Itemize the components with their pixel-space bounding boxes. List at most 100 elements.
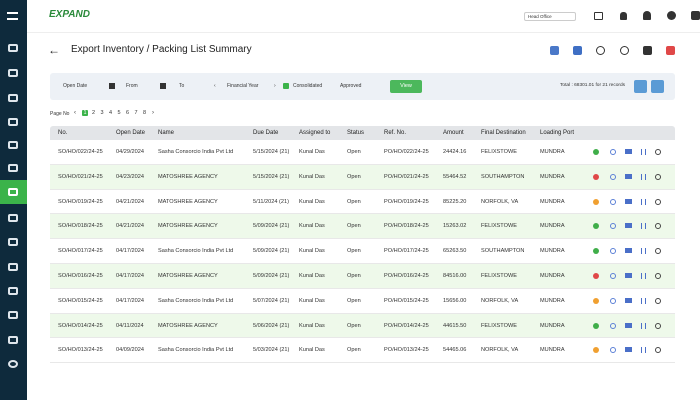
status-icon[interactable] (593, 322, 599, 329)
menu-icon[interactable] (7, 12, 18, 20)
nav-cart[interactable] (8, 141, 18, 149)
export-button[interactable] (550, 46, 559, 55)
page-number[interactable]: 1 (82, 110, 89, 116)
share-icon[interactable] (641, 149, 646, 155)
page-number[interactable]: 7 (134, 110, 138, 116)
table-row[interactable] (50, 338, 675, 364)
mail-icon[interactable] (625, 297, 632, 303)
prev-year[interactable]: ‹ (214, 83, 216, 89)
page-number[interactable]: 3 (100, 110, 104, 116)
table-row[interactable] (50, 189, 675, 215)
mail-icon[interactable] (625, 248, 632, 254)
more-icon[interactable] (655, 273, 661, 279)
more-icon[interactable] (655, 223, 661, 230)
table-row[interactable] (50, 164, 675, 190)
delete-button[interactable] (666, 46, 675, 55)
status-icon[interactable] (593, 347, 599, 354)
more-icon[interactable] (655, 198, 661, 205)
zoom-button[interactable] (651, 80, 664, 93)
mail-icon[interactable] (625, 347, 632, 353)
page-number[interactable]: 2 (92, 110, 96, 116)
share-icon[interactable] (641, 322, 646, 329)
table-row[interactable] (50, 140, 675, 165)
calendar-icon[interactable] (109, 83, 115, 89)
page-number[interactable]: 4 (109, 110, 113, 116)
table-row[interactable] (50, 239, 675, 264)
nav-add[interactable] (8, 360, 18, 368)
page-number[interactable]: 5 (117, 110, 121, 116)
table-row[interactable] (50, 288, 675, 314)
info-icon[interactable] (610, 297, 616, 304)
view-button[interactable]: View (390, 80, 422, 93)
status-icon[interactable] (593, 223, 599, 230)
more-icon[interactable] (655, 297, 661, 304)
more-icon[interactable] (655, 248, 661, 255)
nav-active[interactable] (0, 180, 27, 204)
mail-icon[interactable] (625, 173, 632, 179)
status-icon[interactable] (593, 248, 599, 255)
share-icon[interactable] (641, 223, 646, 230)
approval-select[interactable]: Approved (340, 83, 362, 89)
print-button[interactable] (643, 46, 652, 55)
status-icon[interactable] (593, 273, 599, 279)
from-date[interactable]: From (126, 83, 138, 89)
info-icon[interactable] (610, 198, 616, 205)
nav-balance[interactable] (8, 287, 18, 295)
info-icon[interactable] (610, 248, 616, 255)
mail-icon[interactable] (625, 273, 632, 278)
info-icon[interactable] (610, 273, 616, 279)
power-icon[interactable] (691, 11, 700, 20)
info-icon[interactable] (610, 173, 616, 180)
share-icon[interactable] (641, 248, 646, 255)
logo[interactable]: EXPAND (49, 9, 90, 20)
status-icon[interactable] (593, 173, 599, 180)
more-icon[interactable] (655, 149, 661, 155)
table-row[interactable] (50, 313, 675, 339)
mail-icon[interactable] (625, 223, 632, 229)
save-button[interactable] (573, 46, 582, 55)
more-icon[interactable] (655, 347, 661, 354)
nav-jobs[interactable] (8, 118, 18, 126)
share-icon[interactable] (641, 297, 646, 304)
nav-docs[interactable] (8, 336, 18, 344)
financial-year-select[interactable]: Financial Year (227, 83, 259, 89)
nav-accounts[interactable] (8, 238, 18, 246)
nav-settings[interactable] (8, 311, 18, 319)
share-icon[interactable] (641, 273, 646, 279)
nav-purchase[interactable] (8, 164, 18, 172)
screen-icon[interactable] (594, 12, 603, 20)
status-icon[interactable] (593, 198, 599, 205)
next-year[interactable]: › (274, 83, 276, 89)
help-icon[interactable] (667, 11, 676, 20)
table-row[interactable] (50, 264, 675, 289)
share-icon[interactable] (641, 173, 646, 180)
more-icon[interactable] (655, 322, 661, 329)
more-icon[interactable] (655, 173, 661, 180)
nav-reports[interactable] (8, 94, 18, 102)
info-icon[interactable] (610, 149, 616, 155)
nav-home[interactable] (8, 44, 18, 52)
user-icon[interactable] (643, 11, 651, 20)
mail-icon[interactable] (625, 322, 632, 328)
calendar-icon[interactable] (160, 83, 166, 89)
table-row[interactable] (50, 214, 675, 240)
nav-shipping[interactable] (8, 263, 18, 271)
nav-users[interactable] (8, 69, 18, 77)
consolidated-checkbox[interactable] (283, 83, 289, 89)
to-date[interactable]: To (179, 83, 185, 89)
reset-button[interactable] (634, 80, 647, 93)
back-arrow[interactable]: ← (48, 43, 60, 57)
nav-inventory[interactable] (8, 214, 18, 222)
status-icon[interactable] (593, 297, 599, 304)
branch-select[interactable]: Head Office (524, 12, 576, 21)
mail-icon[interactable] (625, 198, 632, 204)
bell-icon[interactable] (620, 12, 627, 20)
date-field-select[interactable]: Open Date (63, 83, 88, 89)
share-icon[interactable] (641, 347, 646, 354)
status-icon[interactable] (593, 149, 599, 155)
share-icon[interactable] (641, 198, 646, 205)
page-next[interactable]: › (152, 110, 154, 116)
info-icon[interactable] (610, 223, 616, 230)
mail-icon[interactable] (625, 149, 632, 154)
page-number[interactable]: 6 (126, 110, 130, 116)
